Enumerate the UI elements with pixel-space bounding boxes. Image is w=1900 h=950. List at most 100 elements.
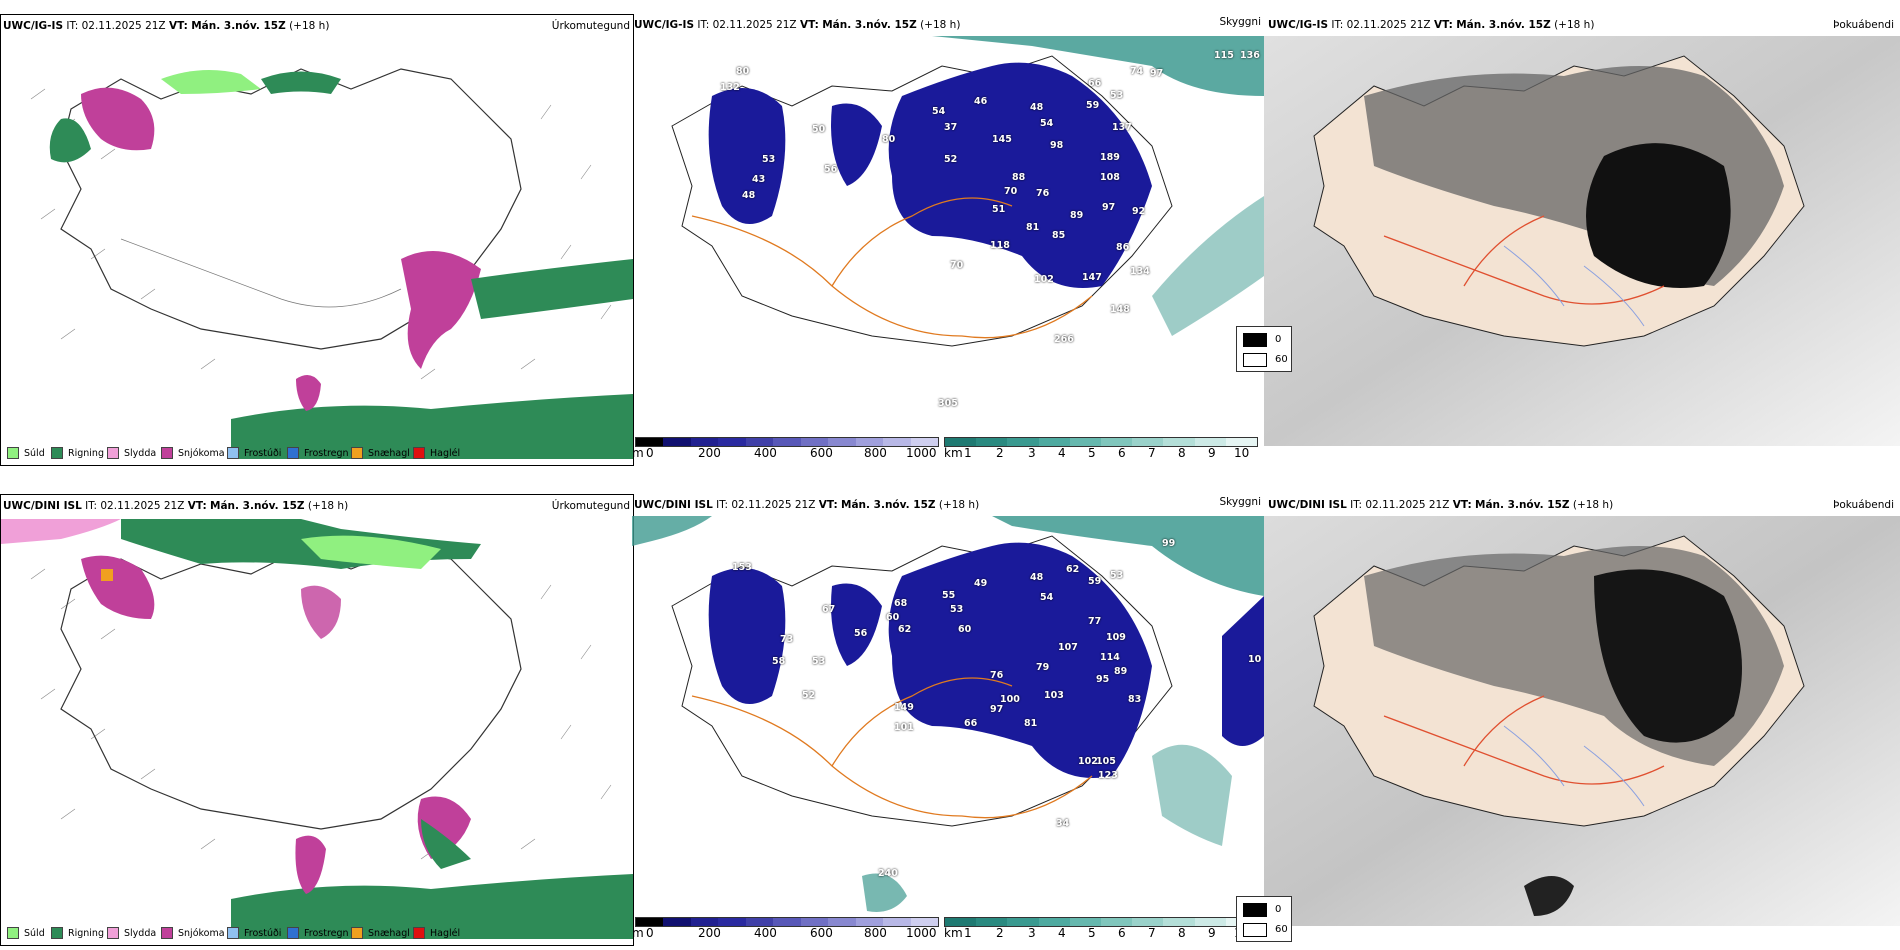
fog-tick: 60 (1275, 354, 1288, 365)
snow-south (296, 375, 321, 411)
cloud-number: 101 (894, 722, 914, 733)
vis-tick: 5 (1088, 926, 1096, 940)
legend-item: Slydda (107, 447, 156, 459)
panel-title: UWC/IG-IS IT: 02.11.2025 21Z VT: Mán. 3.… (1268, 19, 1595, 31)
cloud-number: 136 (1240, 50, 1260, 61)
cloud-number: 115 (1214, 50, 1234, 61)
cloud-number: 108 (1100, 172, 1120, 183)
cloud-number: 76 (1036, 188, 1050, 199)
legend-item: Rigning (51, 927, 104, 939)
cloud-number: 123 (1098, 770, 1118, 781)
legend-swatch (287, 927, 299, 939)
vis-tick: 6 (1118, 926, 1126, 940)
panel-label-fog: Þokuábendi (1833, 19, 1894, 31)
vis-tick: 5 (1088, 446, 1096, 460)
vis-tick: 1 (964, 926, 972, 940)
cloud-number: 114 (1100, 652, 1120, 663)
cloud-number: 55 (942, 590, 956, 601)
vis-tick: 3 (1028, 926, 1036, 940)
legend-item: Haglél (413, 447, 460, 459)
legend-item: Frostregn (287, 927, 349, 939)
vis-tick: 2 (996, 926, 1004, 940)
fog-panel-ig: UWC/IG-IS IT: 02.11.2025 21Z VT: Mán. 3.… (1236, 14, 1900, 464)
panel-label-fog: Þokuábendi (1833, 499, 1894, 511)
cloud-number: 305 (938, 398, 958, 409)
cloud-number: 266 (1054, 334, 1074, 345)
fog-tick: 0 (1275, 904, 1282, 915)
cloud-number: 105 (1096, 756, 1116, 767)
snow-east (401, 251, 481, 369)
cloud-number: 56 (854, 628, 868, 639)
cloud-number: 189 (1100, 152, 1120, 163)
cloud-number: 97 (1102, 202, 1116, 213)
cloud-number: 52 (944, 154, 958, 165)
cloud-number: 60 (886, 612, 900, 623)
vis-tick: 7 (1148, 446, 1156, 460)
legend-swatch (107, 447, 119, 459)
cloud-number: 107 (1058, 642, 1078, 653)
cloud-number: 70 (1004, 186, 1018, 197)
vis-tick: 6 (1118, 446, 1126, 460)
precip-legend: Súld Rigning Slydda Snjókoma Frostúði Fr… (1, 443, 633, 463)
cloud-number: 89 (1070, 210, 1084, 221)
panel-title: UWC/IG-IS IT: 02.11.2025 21Z VT: Mán. 3.… (3, 20, 330, 32)
cloud-number: 59 (1088, 576, 1102, 587)
legend-swatch (413, 447, 425, 459)
cloud-number: 103 (1044, 690, 1064, 701)
cloud-number: 60 (958, 624, 972, 635)
legend-item: Súld (7, 927, 45, 939)
legend-swatch (7, 447, 19, 459)
rain-south (231, 394, 633, 459)
cloud-number: 37 (944, 122, 958, 133)
cloud-number: 48 (1030, 572, 1044, 583)
cloud-number: 48 (1030, 102, 1044, 113)
legend-swatch (351, 927, 363, 939)
cloud-number: 68 (894, 598, 908, 609)
cloud-number: 88 (1012, 172, 1026, 183)
precip-legend: Súld Rigning Slydda Snjókoma Frostúði Fr… (1, 923, 633, 943)
legend-item: Slydda (107, 927, 156, 939)
rain-north (261, 71, 341, 94)
legend-item: Súld (7, 447, 45, 459)
cloud-number: 53 (1110, 90, 1124, 101)
height-tick: 400 (754, 446, 777, 460)
vis-tick: 8 (1178, 446, 1186, 460)
cloud-number: 34 (1056, 818, 1070, 829)
cloud-number: 147 (1082, 272, 1102, 283)
legend-item: Frostúði (227, 447, 281, 459)
panel-title: UWC/DINI ISL IT: 02.11.2025 21Z VT: Mán.… (634, 499, 980, 511)
cloud-number: 145 (992, 134, 1012, 145)
legend-swatch (51, 927, 63, 939)
height-unit: m (632, 926, 644, 940)
cloud-number: 70 (950, 260, 964, 271)
cloud-number: 89 (1114, 666, 1128, 677)
legend-swatch (161, 447, 173, 459)
vis-tick: 9 (1208, 926, 1216, 940)
cloud-number: 53 (762, 154, 776, 165)
legend-swatch (51, 447, 63, 459)
cloud-number: 137 (1112, 122, 1132, 133)
vis-tick: 8 (1178, 926, 1186, 940)
cloud-number: 59 (1086, 100, 1100, 111)
vis-tick: 7 (1148, 926, 1156, 940)
height-tick: 800 (864, 926, 887, 940)
cloud-number: 62 (1066, 564, 1080, 575)
cloud-number: 74 (1130, 66, 1144, 77)
cloud-number: 149 (894, 702, 914, 713)
cloud-number: 98 (1050, 140, 1064, 151)
legend-item: Snæhagl (351, 447, 410, 459)
fog-tick: 0 (1275, 334, 1282, 345)
legend-item: Haglél (413, 927, 460, 939)
fog-swatch-black (1243, 903, 1267, 917)
precip-panel-ig: UWC/IG-IS IT: 02.11.2025 21Z VT: Mán. 3.… (0, 14, 634, 466)
low-cloud-mid (831, 103, 882, 186)
legend-item: Snjókoma (161, 447, 225, 459)
rain-east (471, 259, 633, 319)
cloud-number: 134 (1130, 266, 1150, 277)
vis-tick: 10 (1234, 446, 1250, 460)
height-tick: 200 (698, 446, 721, 460)
legend-item: Frostúði (227, 927, 281, 939)
cloud-number: 54 (932, 106, 946, 117)
low-cloud-north (888, 62, 1152, 289)
cloud-number: 102 (1034, 274, 1054, 285)
